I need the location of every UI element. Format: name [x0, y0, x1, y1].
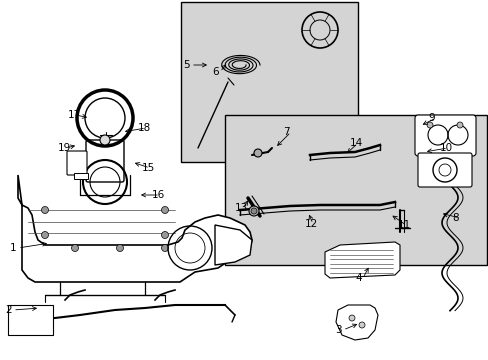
Text: 3: 3	[334, 325, 341, 335]
Polygon shape	[215, 225, 251, 265]
Text: 14: 14	[349, 138, 363, 148]
Polygon shape	[18, 175, 251, 282]
Circle shape	[161, 244, 168, 252]
Circle shape	[426, 122, 432, 128]
Text: 1: 1	[10, 243, 17, 253]
Text: 7: 7	[283, 127, 289, 137]
Circle shape	[41, 207, 48, 213]
Text: 13: 13	[235, 203, 248, 213]
Text: 19: 19	[58, 143, 71, 153]
Text: 6: 6	[212, 67, 218, 77]
Bar	[74, 173, 88, 179]
Text: 12: 12	[305, 219, 318, 229]
Text: 8: 8	[451, 213, 458, 223]
Circle shape	[248, 206, 259, 216]
Text: 15: 15	[142, 163, 155, 173]
Bar	[224, 115, 486, 265]
Circle shape	[41, 231, 48, 238]
Bar	[181, 2, 357, 162]
Polygon shape	[335, 305, 377, 340]
Polygon shape	[325, 242, 399, 278]
Circle shape	[161, 231, 168, 238]
Text: 10: 10	[439, 143, 452, 153]
Text: 18: 18	[138, 123, 151, 133]
Text: 5: 5	[183, 60, 189, 70]
Text: 16: 16	[152, 190, 165, 200]
Circle shape	[348, 315, 354, 321]
FancyBboxPatch shape	[414, 115, 475, 156]
Circle shape	[250, 208, 257, 214]
Circle shape	[116, 244, 123, 252]
Bar	[8, 305, 53, 335]
Text: 2: 2	[5, 305, 12, 315]
FancyBboxPatch shape	[417, 153, 471, 187]
Text: 17: 17	[68, 110, 81, 120]
FancyBboxPatch shape	[67, 151, 87, 175]
Text: 11: 11	[397, 220, 410, 230]
Circle shape	[358, 322, 364, 328]
Circle shape	[161, 207, 168, 213]
Circle shape	[456, 122, 462, 128]
Text: 4: 4	[354, 273, 361, 283]
Circle shape	[253, 149, 262, 157]
Text: 9: 9	[427, 113, 434, 123]
Circle shape	[71, 244, 79, 252]
FancyBboxPatch shape	[86, 140, 124, 182]
Circle shape	[100, 135, 110, 145]
